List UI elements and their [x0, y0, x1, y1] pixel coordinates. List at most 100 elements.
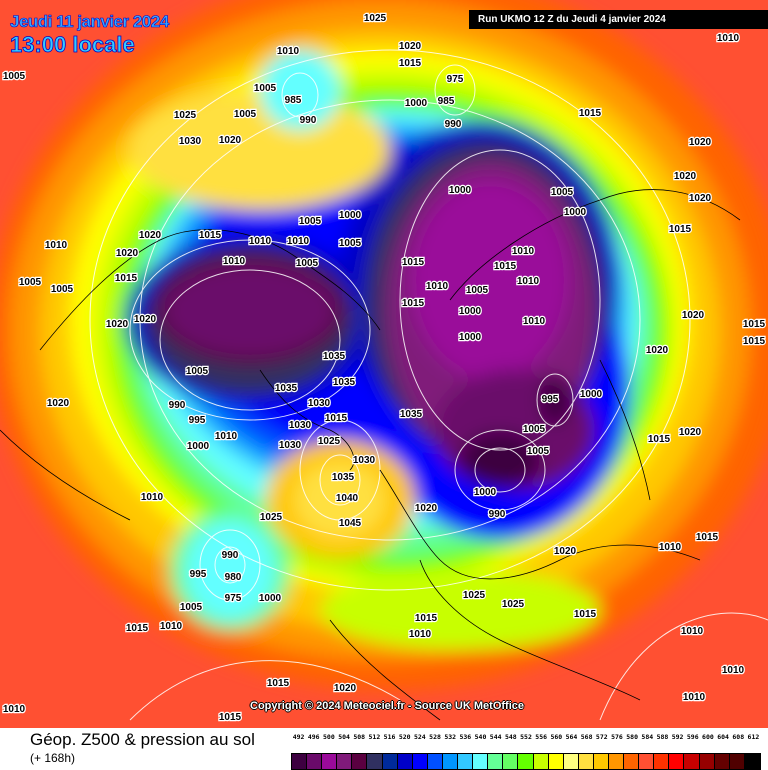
scale-label: 572: [595, 733, 608, 741]
isobar-label: 1020: [682, 310, 705, 321]
scale-label: 588: [656, 733, 669, 741]
isobar-label: 1030: [353, 455, 376, 466]
isobar-label: 1020: [399, 41, 422, 52]
isobar-label: 1020: [679, 427, 702, 438]
isobar-label: 1010: [249, 236, 272, 247]
scale-swatch: [669, 754, 685, 769]
isobar-label: 1000: [474, 487, 497, 498]
isobar-label: 1030: [279, 440, 302, 451]
scale-label: 540: [474, 733, 487, 741]
scale-label: 512: [368, 733, 381, 741]
scale-swatch: [684, 754, 700, 769]
isobar-label: 1000: [187, 441, 210, 452]
isobar-label: 1030: [289, 420, 312, 431]
scale-label: 564: [565, 733, 578, 741]
isobar-label: 1025: [260, 512, 283, 523]
isobar-label: 1035: [333, 377, 356, 388]
isobar-label: 1005: [51, 284, 74, 295]
isobar-label: 1035: [323, 351, 346, 362]
isobar-label: 1015: [743, 319, 766, 330]
isobar-label: 975: [225, 593, 242, 604]
isobar-label: 1020: [219, 135, 242, 146]
scale-label: 596: [686, 733, 699, 741]
isobar-label: 1020: [47, 398, 70, 409]
isobar-label: 1020: [415, 503, 438, 514]
scale-label: 580: [626, 733, 638, 741]
isobar-label: 1035: [332, 472, 355, 483]
isobar-label: 1000: [449, 185, 472, 196]
isobar-label: 1020: [106, 319, 129, 330]
copyright: Copyright © 2024 Meteociel.fr - Source U…: [250, 700, 524, 712]
weather-map: 1005 1025 1010 1020 1010 1015 975 985 985 990 1000…: [0, 0, 768, 728]
isobar-label: 990: [222, 550, 239, 561]
isobar-label: 1010: [722, 665, 745, 676]
isobar-label: 1025: [174, 110, 197, 121]
isobar-label: 1005: [299, 216, 322, 227]
isobar-label: 1020: [646, 345, 669, 356]
isobar-label: 1000: [259, 593, 282, 604]
scale-label: 560: [550, 733, 563, 741]
isobar-label: 1015: [743, 336, 766, 347]
isobar-label: 1005: [186, 366, 209, 377]
isobar-label: 1020: [674, 171, 697, 182]
scale-swatch: [503, 754, 519, 769]
scale-label: 500: [323, 733, 335, 741]
isobar-label: 1020: [139, 230, 162, 241]
isobar-label: 1020: [334, 683, 357, 694]
isobar-label: 1010: [45, 240, 68, 251]
isobar-label: 1005: [523, 424, 546, 435]
isobar-label: 1005: [254, 83, 277, 94]
isobar-label: 1010: [409, 629, 432, 640]
scale-swatch: [307, 754, 323, 769]
isobar-label: 1020: [689, 137, 712, 148]
isobar-label: 980: [225, 572, 242, 583]
legend-subtitle: (+ 168h): [30, 751, 76, 765]
isobar-label: 1005: [527, 446, 550, 457]
isobar-label: 1010: [160, 621, 183, 632]
isobar-label: 1010: [683, 692, 706, 703]
isobar-label: 1025: [463, 590, 486, 601]
isobar-label: 1005: [466, 285, 489, 296]
isobar-label: 1010: [141, 492, 164, 503]
isobar-label: 1025: [502, 599, 525, 610]
scale-label: 528: [429, 733, 441, 741]
scale-swatch: [382, 754, 398, 769]
isobar-label: 1015: [219, 712, 242, 723]
isobar-labels: 1005102510101020101010159759859859901000…: [2, 12, 767, 725]
scale-label: 584: [641, 733, 654, 741]
isobar-label: 995: [189, 415, 206, 426]
isobar-label: 995: [542, 394, 559, 405]
scale-swatch: [473, 754, 489, 769]
isobar-label: 1010: [426, 281, 449, 292]
scale-swatch: [292, 754, 308, 769]
scale-swatch: [427, 754, 443, 769]
isobar-label: 1010: [659, 542, 682, 553]
isobar-label: 1015: [669, 224, 692, 235]
scale-label: 612: [747, 733, 760, 741]
scale-swatch: [397, 754, 413, 769]
scale-swatch: [322, 754, 338, 769]
isobar-label: 990: [169, 400, 186, 411]
isobar-label: 990: [489, 509, 506, 520]
isobar-label: 1040: [336, 493, 359, 504]
isobar-label: 1010: [287, 236, 310, 247]
isobar-label: 1000: [459, 332, 482, 343]
scale-label: 592: [671, 733, 684, 741]
isobar-label: 1000: [564, 207, 587, 218]
isobar-label: 990: [445, 119, 462, 130]
scale-label: 496: [307, 733, 320, 741]
scale-label: 608: [732, 733, 745, 741]
isobar-label: 1015: [126, 623, 149, 634]
run-info: Run UKMO 12 Z du Jeudi 4 janvier 2024: [469, 10, 768, 29]
scale-swatch: [654, 754, 670, 769]
isobar-label: 985: [285, 95, 302, 106]
isobar-label: 1005: [339, 238, 362, 249]
isobar-label: 1035: [275, 383, 298, 394]
scale-swatch: [608, 754, 625, 769]
isobar-label: 1010: [223, 256, 246, 267]
isobar-label: 1020: [116, 248, 139, 259]
isobar-label: 1005: [234, 109, 257, 120]
scale-label: 548: [504, 733, 517, 741]
scale-label: 600: [702, 733, 714, 741]
legend-title: Géop. Z500 & pression au sol: [30, 730, 255, 749]
